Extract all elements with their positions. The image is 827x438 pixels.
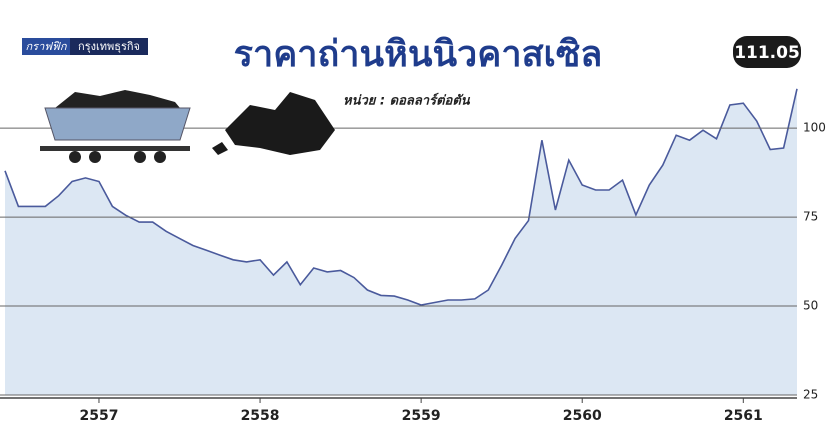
x-tick-label: 2561 <box>724 408 763 424</box>
source-label: กราฟฟิก <box>26 40 68 53</box>
y-tick-label: 75 <box>803 210 818 224</box>
y-tick-label: 25 <box>803 388 818 402</box>
x-tick-label: 2558 <box>241 408 280 424</box>
y-tick-label: 100 <box>803 121 826 135</box>
page: กราฟฟิก กรุงเทพธุรกิจ ราคาถ่านหินนิวคาสเ… <box>0 0 827 438</box>
x-tick-label: 2557 <box>79 408 118 424</box>
x-tick-label: 2559 <box>402 408 441 424</box>
x-tick-label: 2560 <box>563 408 602 424</box>
value-badge: 111.05 <box>733 36 801 68</box>
chart-title: ราคาถ่านหินนิวคาสเซิล <box>234 34 603 75</box>
y-tick-label: 50 <box>803 299 818 313</box>
subtitle: หน่วย : ดอลลาร์ต่อตัน <box>343 93 471 109</box>
source-name: กรุงเทพธุรกิจ <box>78 40 140 53</box>
chart: กราฟฟิก กรุงเทพธุรกิจ ราคาถ่านหินนิวคาสเ… <box>0 0 827 438</box>
value-badge-label: 111.05 <box>734 43 800 63</box>
